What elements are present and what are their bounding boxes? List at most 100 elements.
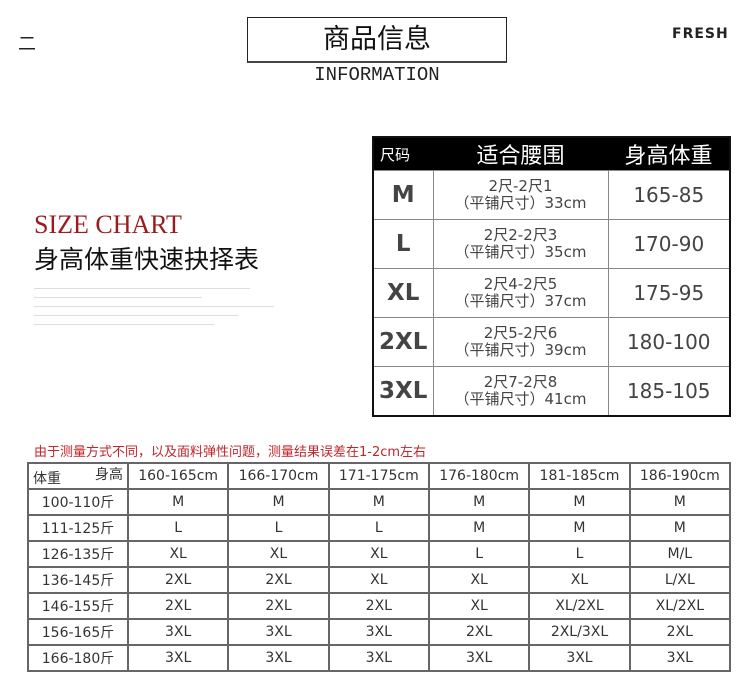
height-header: 171-175cm — [327, 462, 430, 490]
corner-cell: 身高 体重 — [27, 462, 129, 490]
height-header: 160-165cm — [126, 462, 230, 490]
waist-range: 2尺2-2尺3 — [483, 226, 558, 244]
size-cell: 3XL — [372, 366, 434, 416]
height-weight-cell: 180-100 — [607, 317, 731, 367]
weight-cell: 126-135斤 — [27, 540, 129, 568]
corner-weight-label: 体重 — [33, 471, 61, 487]
size-cell: 2XL — [628, 618, 732, 646]
size-cell: M — [427, 488, 531, 516]
size-cell: M/L — [628, 540, 732, 568]
size-cell: XL/2XL — [528, 592, 631, 620]
size-cell: XL — [227, 540, 330, 568]
height-header: 186-190cm — [628, 462, 732, 490]
brand-label: FRESH — [672, 26, 729, 42]
table-row: 100-110斤 M M M M M M — [27, 488, 732, 516]
height-header: 176-180cm — [427, 462, 531, 490]
size-cell: L — [126, 514, 230, 542]
size-chart-title-en: SIZE CHART — [34, 210, 182, 239]
waist-cell: 2尺-2尺1 （平铺尺寸）33cm — [432, 170, 609, 220]
size-cell: 3XL — [327, 618, 430, 646]
waist-flat: （平铺尺寸）33cm — [454, 194, 587, 212]
size-cell: 3XL — [126, 644, 230, 672]
size-cell: M — [628, 488, 732, 516]
size-cell: XL — [427, 566, 531, 594]
weight-cell: 111-125斤 — [27, 514, 129, 542]
size-cell: L — [372, 219, 434, 269]
header-size: 尺码 — [373, 137, 433, 171]
size-cell: XL/2XL — [628, 592, 732, 620]
table-row: 126-135斤 XL XL XL L L M/L — [27, 540, 732, 568]
size-cell: M — [528, 488, 631, 516]
table-row: 2XL 2尺5-2尺6 （平铺尺寸）39cm 180-100 — [372, 317, 731, 367]
size-cell: 2XL — [227, 566, 330, 594]
size-cell: M — [327, 488, 430, 516]
table-header-row: 身高 体重 160-165cm 166-170cm 171-175cm 176-180… — [27, 462, 732, 490]
weight-cell: 166-180斤 — [27, 644, 129, 672]
size-cell: XL — [327, 566, 430, 594]
waist-cell: 2尺5-2尺6 （平铺尺寸）39cm — [432, 317, 609, 367]
section-mark: 二 — [18, 34, 36, 55]
size-cell: L/XL — [628, 566, 732, 594]
size-cell: XL — [327, 540, 430, 568]
table-row: M 2尺-2尺1 （平铺尺寸）33cm 165-85 — [372, 170, 731, 220]
size-cell: M — [628, 514, 732, 542]
weight-cell: 136-145斤 — [27, 566, 129, 594]
table-row: 166-180斤 3XL 3XL 3XL 3XL 3XL 3XL — [27, 644, 732, 672]
decorative-fine-text — [34, 288, 274, 333]
size-cell: L — [528, 540, 631, 568]
size-cell: 3XL — [327, 644, 430, 672]
size-cell: 3XL — [528, 644, 631, 672]
waist-cell: 2尺2-2尺3 （平铺尺寸）35cm — [432, 219, 609, 269]
header-height-weight: 身高体重 — [608, 137, 730, 171]
table-row: 111-125斤 L L L M M M — [27, 514, 732, 542]
table-row: 146-155斤 2XL 2XL 2XL XL XL/2XL XL/2XL — [27, 592, 732, 620]
size-cell: XL — [528, 566, 631, 594]
size-cell: M — [528, 514, 631, 542]
weight-cell: 100-110斤 — [27, 488, 129, 516]
height-weight-table: 身高 体重 160-165cm 166-170cm 171-175cm 176-180… — [27, 462, 732, 672]
waist-flat: （平铺尺寸）35cm — [454, 243, 587, 261]
corner-height-label: 身高 — [95, 467, 123, 483]
table-row: 136-145斤 2XL 2XL XL XL XL L/XL — [27, 566, 732, 594]
waist-range: 2尺5-2尺6 — [483, 324, 558, 342]
waist-flat: （平铺尺寸）37cm — [454, 292, 587, 310]
size-cell: 2XL — [126, 592, 230, 620]
size-cell: 2XL — [427, 618, 531, 646]
size-cell: 3XL — [126, 618, 230, 646]
size-cell: 3XL — [628, 644, 732, 672]
size-cell: 3XL — [227, 644, 330, 672]
size-cell: XL — [427, 592, 531, 620]
waist-cell: 2尺4-2尺5 （平铺尺寸）37cm — [432, 268, 609, 318]
size-cell: M — [126, 488, 230, 516]
waist-cell: 2尺7-2尺8 （平铺尺寸）41cm — [432, 366, 609, 416]
size-cell: L — [427, 540, 531, 568]
waist-flat: （平铺尺寸）39cm — [454, 341, 587, 359]
size-cell: L — [327, 514, 430, 542]
weight-cell: 156-165斤 — [27, 618, 129, 646]
table-row: XL 2尺4-2尺5 （平铺尺寸）37cm 175-95 — [372, 268, 731, 318]
size-cell: 2XL — [126, 566, 230, 594]
height-weight-cell: 170-90 — [607, 219, 731, 269]
size-cell: 2XL/3XL — [528, 618, 631, 646]
size-cell: M — [427, 514, 531, 542]
size-cell: 2XL — [372, 317, 434, 367]
size-chart-title-cn: 身高体重快速抉择表 — [34, 245, 260, 274]
waist-range: 2尺7-2尺8 — [483, 372, 558, 391]
size-cell: 2XL — [327, 592, 430, 620]
header-waist: 适合腰围 — [433, 137, 608, 171]
height-header: 166-170cm — [227, 462, 330, 490]
table-row: 156-165斤 3XL 3XL 3XL 2XL 2XL/3XL 2XL — [27, 618, 732, 646]
page-title: 商品信息 — [247, 17, 507, 63]
page-subtitle: INFORMATION — [314, 64, 440, 86]
waist-range: 2尺-2尺1 — [488, 177, 553, 195]
waist-flat: （平铺尺寸）41cm — [454, 389, 587, 408]
size-cell: 2XL — [227, 592, 330, 620]
measurement-note: 由于测量方式不同，以及面料弹性问题，测量结果误差在1-2cm左右 — [34, 445, 427, 460]
height-weight-cell: 165-85 — [607, 170, 731, 220]
height-weight-cell: 185-105 — [607, 366, 731, 416]
size-cell: XL — [372, 268, 434, 318]
size-cell: 3XL — [427, 644, 531, 672]
weight-cell: 146-155斤 — [27, 592, 129, 620]
size-cell: 3XL — [227, 618, 330, 646]
table-row: L 2尺2-2尺3 （平铺尺寸）35cm 170-90 — [372, 219, 731, 269]
